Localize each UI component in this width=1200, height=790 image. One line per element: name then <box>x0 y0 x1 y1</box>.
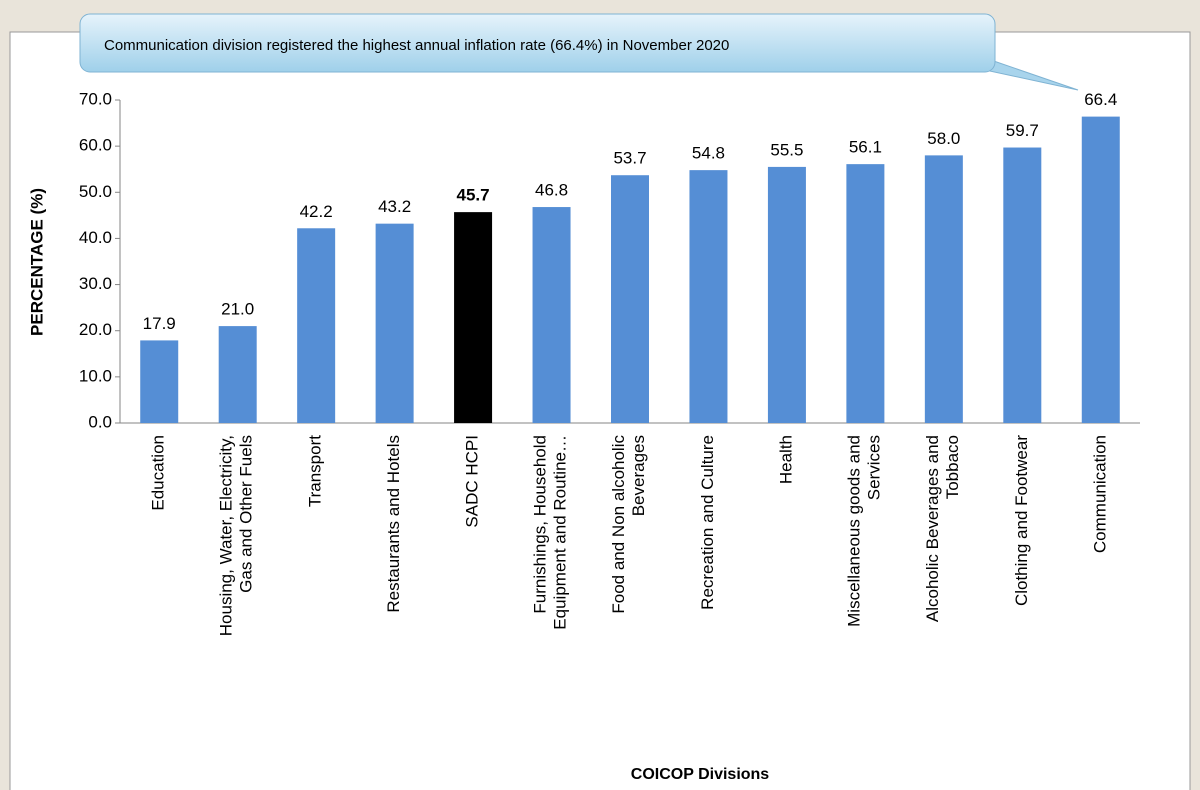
x-tick-label: Miscellaneous goods andServices <box>845 435 884 627</box>
bar <box>1081 116 1120 424</box>
x-tick-label: Clothing and Footwear <box>1012 435 1031 606</box>
bar <box>218 326 257 423</box>
value-label: 21.0 <box>221 300 254 319</box>
value-label: 17.9 <box>143 314 176 333</box>
bar <box>924 155 963 423</box>
x-tick-label: Education <box>149 435 168 511</box>
value-label: 58.0 <box>927 129 960 148</box>
value-label: 45.7 <box>457 186 490 205</box>
value-label: 59.7 <box>1006 121 1039 140</box>
bar <box>767 166 806 423</box>
value-label: 55.5 <box>770 140 803 159</box>
y-tick-label: 30.0 <box>79 274 112 293</box>
x-tick-label: SADC HCPI <box>463 435 482 528</box>
y-tick-label: 70.0 <box>79 89 112 108</box>
value-label: 43.2 <box>378 197 411 216</box>
y-axis-label: PERCENTAGE (%) <box>27 188 46 336</box>
y-tick-label: 50.0 <box>79 182 112 201</box>
y-tick-label: 20.0 <box>79 320 112 339</box>
x-axis-label: COICOP Divisions <box>631 766 770 783</box>
bar <box>454 212 493 423</box>
x-tick-label: Transport <box>306 435 325 507</box>
y-tick-label: 40.0 <box>79 228 112 247</box>
x-tick-label: Food and Non alcoholicBeverages <box>609 435 648 614</box>
value-label: 56.1 <box>849 138 882 157</box>
bar <box>140 340 179 423</box>
bar <box>1003 147 1042 423</box>
value-label: 42.2 <box>300 202 333 221</box>
y-tick-label: 0.0 <box>88 412 112 431</box>
bar <box>297 228 336 423</box>
bar <box>375 223 414 423</box>
y-tick-label: 60.0 <box>79 136 112 155</box>
value-label: 53.7 <box>613 149 646 168</box>
callout <box>79 13 996 73</box>
x-tick-label: Furnishings, HouseholdEquipment and Rout… <box>531 435 570 630</box>
annotation: Communication division registered the hi… <box>104 37 729 54</box>
x-tick-label: Alcoholic Beverages andTobbaco <box>923 435 962 622</box>
bar <box>689 170 728 423</box>
bar <box>846 164 885 424</box>
bar <box>611 175 649 423</box>
value-label: 54.8 <box>692 144 725 163</box>
value-label: 66.4 <box>1084 90 1117 109</box>
x-tick-label: Recreation and Culture <box>698 435 717 610</box>
x-tick-label: Housing, Water, Electricity,Gas and Othe… <box>217 435 256 636</box>
panel <box>9 31 1191 790</box>
x-tick-label: Restaurants and Hotels <box>384 435 403 613</box>
x-tick-label: Health <box>776 435 795 484</box>
x-tick-label: Communication <box>1090 435 1109 553</box>
value-label: 46.8 <box>535 181 568 200</box>
y-tick-label: 10.0 <box>79 366 112 385</box>
bar <box>532 207 571 423</box>
